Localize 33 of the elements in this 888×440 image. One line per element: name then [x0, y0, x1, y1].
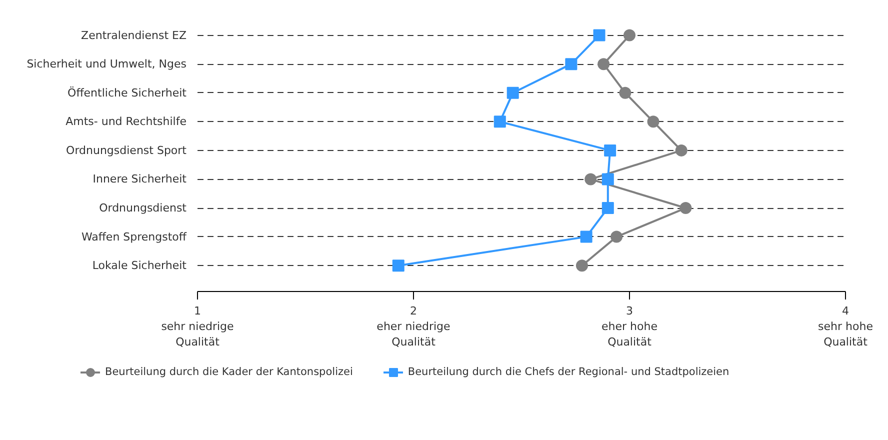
point — [392, 260, 404, 272]
point — [680, 202, 692, 214]
point — [506, 86, 519, 99]
point — [494, 116, 506, 128]
point — [598, 58, 610, 70]
point — [647, 116, 660, 128]
y-tick-label: Ordnungsdienst — [99, 202, 188, 215]
y-tick-label: Sicherheit und Umwelt, Nges — [26, 58, 187, 71]
point — [602, 173, 614, 186]
x-tick-label: 3 eher hohe Qualität — [602, 304, 658, 349]
point — [604, 144, 616, 156]
y-tick-label: Öffentliche Sicherheit — [68, 85, 188, 100]
legend-label: Beurteilung durch die Kader der Kantonspolizei — [105, 366, 353, 378]
y-tick-label: Innere Sicherheit — [92, 172, 188, 186]
y-tick-label: Zentralendienst EZ — [81, 28, 187, 42]
point — [580, 230, 592, 243]
point — [602, 202, 614, 214]
point — [624, 29, 636, 42]
point — [610, 230, 623, 243]
y-tick-label: Waffen Sprengstoff — [81, 230, 187, 244]
y-tick-label: Lokale Sicherheit — [92, 259, 188, 272]
x-tick-label: 2 eher niedrige Qualität — [376, 304, 451, 349]
y-tick-label: Ordnungsdienst Sport — [66, 144, 188, 157]
x-tick-label: 4 sehr hohe Qualität — [818, 304, 874, 349]
x-tick-label: 1 sehr niedrige Qualität — [161, 304, 234, 349]
point — [675, 144, 688, 156]
y-tick-label: Amts- und Rechtshilfe — [66, 115, 187, 128]
point — [584, 173, 597, 186]
point — [593, 29, 606, 42]
point — [576, 260, 588, 272]
legend-label: Beurteilung durch die Chefs der Regional- und Stadtpolizeien — [408, 366, 730, 378]
point — [619, 86, 632, 99]
point — [565, 58, 578, 70]
